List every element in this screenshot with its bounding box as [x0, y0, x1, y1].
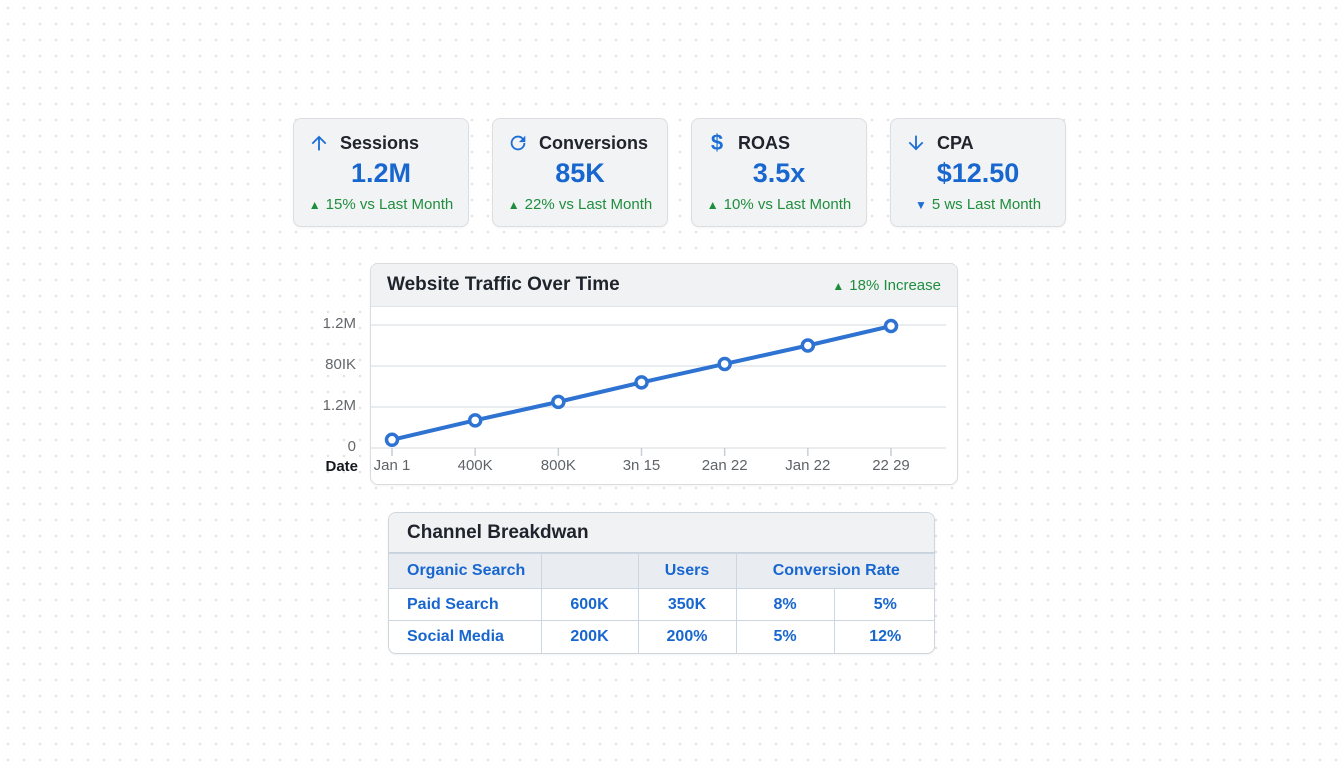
- kpi-value: 3.5x: [752, 158, 806, 188]
- chart-y-axis: Date 0 1.2M 80IK 1.2M: [0, 306, 358, 486]
- kpi-delta-text: 15% vs Last Month: [325, 196, 454, 213]
- kpi-delta-text: 10% vs Last Month: [723, 196, 852, 213]
- refresh-icon: [507, 132, 529, 154]
- chart-header: Website Traffic Over Time ▲ 18% Increase: [371, 264, 957, 307]
- kpi-label: ROAS: [738, 132, 791, 153]
- kpi-delta-text: 22% vs Last Month: [524, 196, 653, 213]
- cell-value: 200%: [637, 620, 737, 653]
- triangle-up-icon: ▲: [308, 198, 321, 212]
- kpi-delta: ▲ 10% vs Last Month: [706, 196, 852, 213]
- data-point: [384, 432, 400, 448]
- data-point: [883, 318, 899, 334]
- x-axis-tick-label: 3n 15: [622, 457, 661, 474]
- kpi-label: CPA: [937, 132, 974, 153]
- kpi-card-conversions[interactable]: Conversions 85K ▲ 22% vs Last Month: [492, 118, 668, 227]
- kpi-delta: ▼ 5 ws Last Month: [905, 196, 1051, 213]
- triangle-up-icon: ▲: [507, 198, 520, 212]
- chart-badge-text: 18% Increase: [849, 276, 941, 294]
- y-axis-tick-label: 1.2M: [322, 397, 356, 414]
- x-axis-title: Date: [325, 458, 358, 475]
- cell-value: 350K: [637, 588, 737, 621]
- line-chart-svg: [371, 318, 946, 456]
- x-axis-tick-label: Jan 22: [785, 457, 831, 474]
- cell-channel: Social Media: [389, 620, 542, 653]
- traffic-chart-card: Website Traffic Over Time ▲ 18% Increase …: [370, 263, 958, 485]
- table-row[interactable]: Social Media 200K 200% 5% 12%: [389, 620, 934, 653]
- data-point: [551, 394, 566, 410]
- chart-increase-badge: ▲ 18% Increase: [832, 277, 941, 294]
- arrow-down-icon: [905, 132, 927, 154]
- cell-value: 200K: [540, 620, 639, 653]
- table-title: Channel Breakdwan: [389, 513, 934, 553]
- y-axis-tick-label: 1.2M: [322, 315, 356, 332]
- column-header-conversion-rate: Conversion Rate: [735, 553, 934, 589]
- kpi-label: Conversions: [539, 132, 649, 153]
- column-header-channel: Organic Search: [389, 553, 542, 589]
- column-header-users: Users: [637, 553, 737, 589]
- kpi-delta: ▲ 22% vs Last Month: [507, 196, 653, 213]
- x-axis-tick-label: 800K: [540, 457, 576, 474]
- kpi-header: Sessions: [308, 132, 454, 154]
- data-point: [717, 356, 732, 372]
- kpi-value: 1.2M: [350, 158, 412, 188]
- kpi-delta: ▲ 15% vs Last Month: [308, 196, 454, 213]
- table-row[interactable]: Paid Search 600K 350K 8% 5%: [389, 588, 934, 621]
- y-axis-tick-label: 0: [347, 438, 356, 455]
- data-point: [634, 375, 649, 390]
- table-header-row: Organic Search Users Conversion Rate: [389, 553, 934, 589]
- chart-title: Website Traffic Over Time: [387, 274, 620, 295]
- kpi-card-row: Sessions 1.2M ▲ 15% vs Last Month Convers…: [293, 118, 1066, 227]
- cell-value: 8%: [735, 588, 835, 621]
- kpi-label: Sessions: [340, 132, 420, 153]
- dollar-icon: $: [710, 130, 724, 155]
- channel-breakdown-card: Channel Breakdwan Organic Search Users C…: [388, 512, 935, 654]
- chart-plot-area: Jan 1 400K 800K 3n 15 2an 22 Jan 22 22 29: [371, 307, 957, 484]
- x-axis-tick-label: 400K: [457, 457, 493, 474]
- triangle-up-icon: ▲: [832, 278, 845, 293]
- kpi-value: 85K: [555, 158, 605, 188]
- x-axis-tick-label: 22 29: [872, 457, 910, 474]
- column-header-empty: [540, 553, 639, 589]
- data-point: [800, 338, 816, 353]
- kpi-delta-text: 5 ws Last Month: [931, 196, 1042, 213]
- kpi-card-cpa[interactable]: CPA $12.50 ▼ 5 ws Last Month: [890, 118, 1066, 227]
- kpi-header: CPA: [905, 132, 1051, 154]
- arrow-up-icon: [308, 132, 330, 154]
- cell-value: 5%: [735, 620, 835, 653]
- kpi-value: $12.50: [936, 158, 1020, 188]
- triangle-up-icon: ▲: [706, 198, 719, 212]
- kpi-header: Conversions: [507, 132, 653, 154]
- x-axis-tick-label: Jan 1: [373, 457, 411, 474]
- cell-value: 600K: [540, 588, 639, 621]
- data-point: [467, 413, 483, 428]
- cell-channel: Paid Search: [389, 588, 542, 621]
- x-axis-tick-label: 2an 22: [701, 457, 748, 474]
- triangle-down-icon: ▼: [914, 198, 927, 212]
- kpi-header: $ ROAS: [706, 132, 852, 154]
- cell-value: 5%: [833, 588, 934, 621]
- cell-value: 12%: [833, 620, 934, 653]
- kpi-card-sessions[interactable]: Sessions 1.2M ▲ 15% vs Last Month: [293, 118, 469, 227]
- kpi-card-roas[interactable]: $ ROAS 3.5x ▲ 10% vs Last Month: [691, 118, 867, 227]
- y-axis-tick-label: 80IK: [325, 356, 356, 373]
- channel-breakdown-table: Organic Search Users Conversion Rate Pai…: [389, 553, 934, 653]
